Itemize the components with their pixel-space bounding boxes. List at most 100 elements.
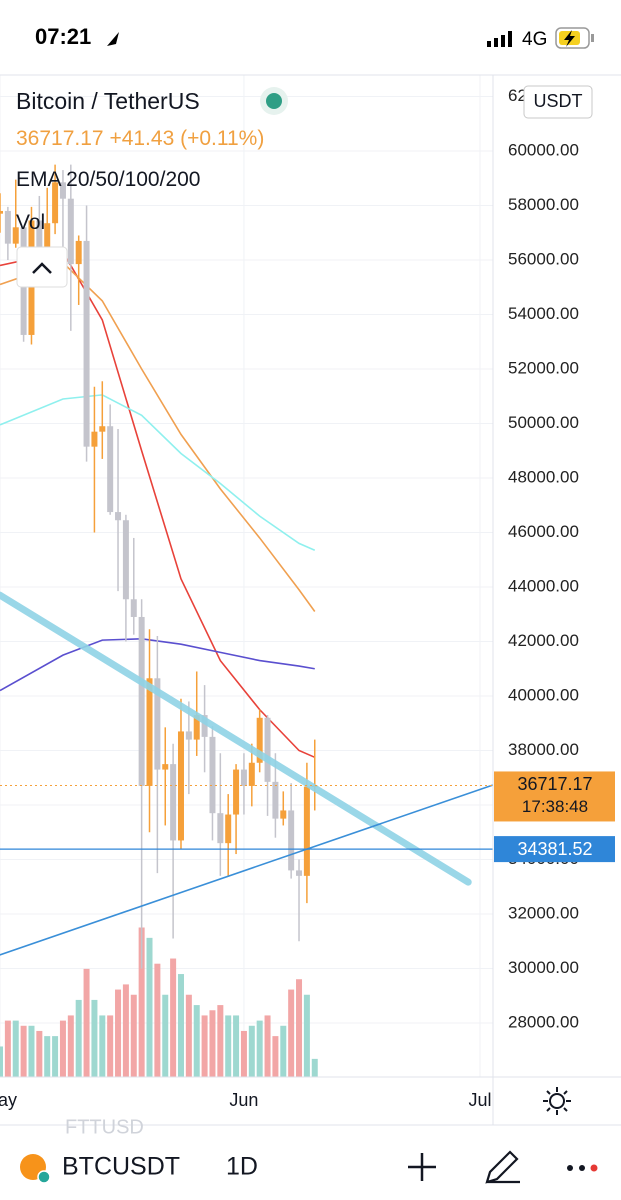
x-tick-label: Jun (229, 1090, 258, 1110)
volume-bar (52, 1036, 59, 1078)
volume-bar (67, 1015, 74, 1078)
settings-rays[interactable] (543, 1087, 571, 1115)
volume-bar (162, 994, 169, 1078)
indicator-label: EMA 20/50/100/200 (16, 168, 201, 191)
volume-bar (20, 1025, 27, 1078)
y-tick-label: 32000.00 (508, 903, 579, 922)
y-tick-label: 50000.00 (508, 413, 579, 432)
volume-bar (209, 1010, 216, 1078)
y-tick-label: 42000.00 (508, 631, 579, 650)
volume-bar (115, 989, 122, 1078)
volume-bar (75, 999, 82, 1078)
draw-button[interactable] (485, 1150, 520, 1184)
battery-tip (591, 34, 594, 42)
volume-bar (59, 1020, 66, 1078)
volume-bar (280, 1025, 287, 1078)
hline-box (494, 836, 615, 863)
ema-line (0, 394, 316, 551)
volume-bar (12, 1020, 19, 1078)
volume-bar (240, 1030, 247, 1078)
candle-body (280, 810, 287, 819)
ema-line (0, 637, 315, 692)
candle-body (264, 717, 271, 782)
ema-line (0, 261, 316, 612)
candle-body (146, 678, 153, 786)
volume-bar (311, 1058, 318, 1078)
candle-body (91, 431, 98, 447)
y-tick-label: 54000.00 (508, 304, 579, 323)
volume-bar (99, 1015, 106, 1078)
volume-bar (122, 984, 129, 1078)
candle-body (138, 616, 145, 786)
y-tick-label: 28000.00 (508, 1012, 579, 1031)
battery (555, 27, 590, 49)
candle-body (233, 769, 240, 815)
y-tick-label: 48000.00 (508, 467, 579, 486)
volume-bar (44, 1036, 51, 1078)
signal (487, 31, 512, 47)
last-price-label: 36717.17 (517, 774, 592, 794)
settings-icon[interactable] (549, 1093, 565, 1109)
last-price: 36717.17 (16, 127, 104, 150)
volume-bar (138, 927, 145, 1078)
volume-bar (170, 958, 177, 1078)
volume-bar (272, 1036, 279, 1078)
trend-line (0, 784, 494, 956)
volume-bar (264, 1015, 271, 1078)
candle-body (225, 814, 232, 844)
more-button[interactable] (567, 1165, 585, 1171)
y-tick-label: 30000.00 (508, 958, 579, 977)
x-tick-label: May (0, 1090, 17, 1110)
candle-body (154, 678, 161, 770)
candle-body (59, 182, 66, 199)
currency[interactable]: USDT (534, 91, 583, 111)
candle-body (52, 182, 59, 224)
volume-bar (177, 974, 184, 1078)
candle-body (67, 198, 74, 265)
candle-body (248, 762, 255, 786)
collapse-button[interactable] (16, 246, 68, 288)
candle-body (193, 715, 200, 740)
quote-icon (37, 1170, 51, 1184)
candle-body (256, 717, 263, 763)
candle-body (122, 520, 129, 600)
volume-bar (154, 963, 161, 1078)
y-tick-label: 52000.00 (508, 358, 579, 377)
change-pct: (+0.11%) (180, 127, 265, 150)
last-price-box (494, 771, 615, 822)
candle-body (303, 786, 310, 876)
candle-body (130, 599, 137, 617)
interval[interactable]: 1D (226, 1153, 258, 1181)
notification-dot (590, 1164, 598, 1172)
volume-bar (4, 1020, 11, 1078)
volume-bar (248, 1025, 255, 1078)
candle-body (4, 210, 11, 244)
candle-body (36, 220, 43, 250)
candle-body (209, 736, 216, 814)
volume-bar (201, 1015, 208, 1078)
volume-bar (28, 1025, 35, 1078)
candle-body (44, 223, 51, 250)
change: +41.43 (109, 127, 175, 150)
clock: 07:21 (35, 24, 91, 49)
candle-body (0, 210, 3, 214)
candle-body (288, 810, 295, 871)
candle-body (75, 240, 82, 265)
add-button[interactable] (408, 1153, 436, 1181)
volume-bar (303, 994, 310, 1078)
symbol-title: Bitcoin / TetherUS (16, 88, 200, 114)
candle-body (240, 769, 247, 786)
volume-bar (130, 994, 137, 1078)
trend-line (0, 591, 472, 886)
volume-bar (225, 1015, 232, 1078)
currency-button[interactable] (523, 85, 593, 119)
collapse-icon[interactable] (32, 262, 52, 274)
y-tick-label: 40000.00 (508, 685, 579, 704)
candle-body (99, 426, 106, 432)
candle-body (83, 240, 90, 447)
symbol[interactable]: BTCUSDT (62, 1153, 180, 1181)
volume-bar (288, 989, 295, 1078)
candle-body (296, 870, 303, 876)
volume-bar (83, 968, 90, 1078)
